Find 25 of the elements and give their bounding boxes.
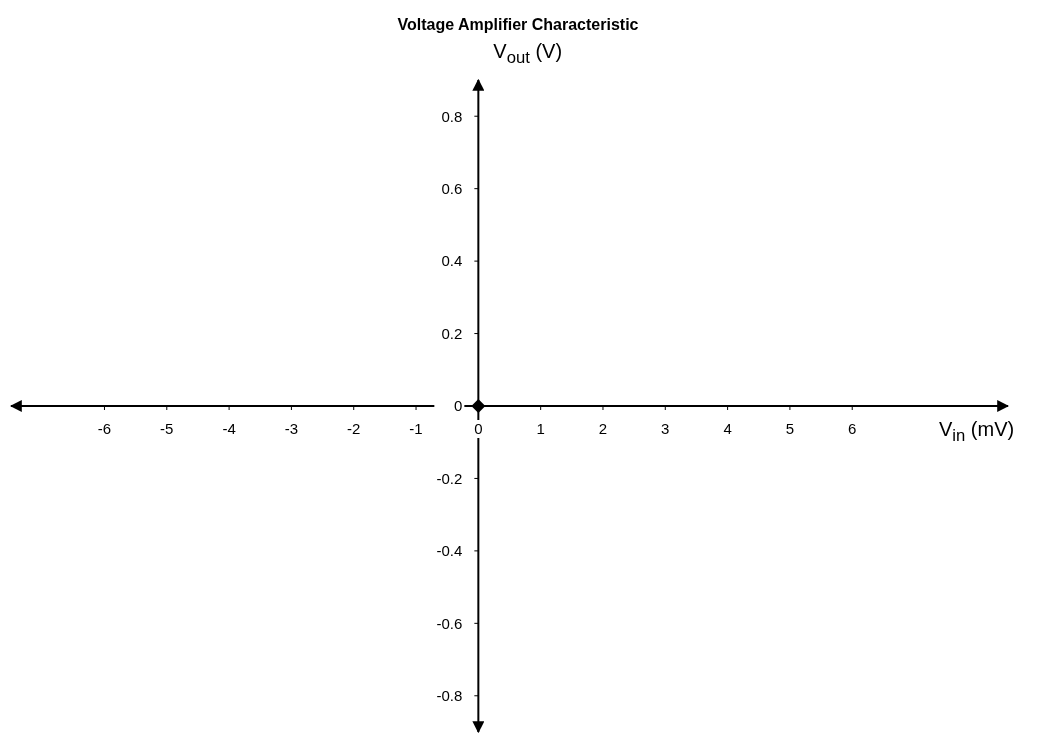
x-tick-label: 4 [723, 420, 732, 438]
y-tick-label: 0.6 [441, 179, 463, 197]
y-tick-label: -0.8 [436, 687, 463, 705]
y-tick-label: 0.8 [441, 107, 463, 125]
x-tick-label: 1 [536, 420, 545, 438]
y-tick-label: 0.4 [441, 252, 463, 270]
y-tick-label: -0.4 [436, 542, 463, 560]
x-tick-label: 2 [598, 420, 608, 438]
x-tick-label: -6 [97, 420, 112, 438]
y-tick-label: -0.6 [436, 614, 463, 632]
x-axis-title: V$_{in}$ (mV) [939, 418, 1015, 446]
x-tick-label: -4 [222, 420, 236, 438]
x-tick-label: 5 [785, 420, 795, 438]
y-tick-label: 0 [454, 397, 463, 415]
x-tick-label: 0 [474, 420, 483, 438]
y-tick-label: -0.2 [436, 469, 463, 487]
x-tick-label: -1 [409, 420, 423, 438]
y-axis-title: V$_{out}$ (V) [493, 40, 563, 68]
x-tick-label: 3 [661, 420, 670, 438]
x-tick-label: -2 [347, 420, 361, 438]
x-tick-label: 6 [848, 420, 857, 438]
x-tick-label: -3 [284, 420, 299, 438]
chart-title: Voltage Amplifier Characteristic [396, 16, 640, 34]
x-tick-label: -5 [160, 420, 174, 438]
y-tick-label: 0.2 [441, 324, 463, 342]
